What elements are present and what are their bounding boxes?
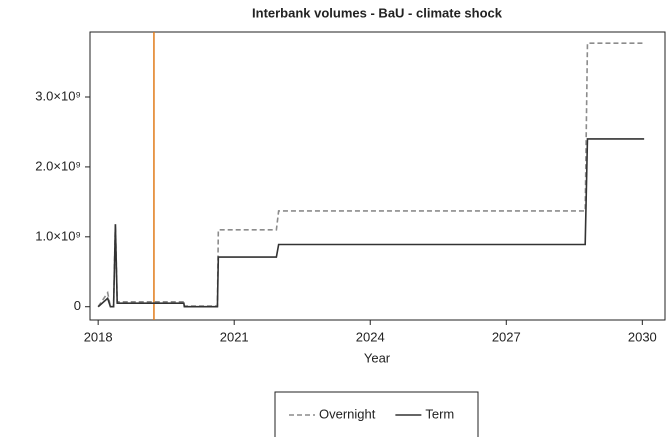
y-tick-label: 3.0×10⁹ bbox=[35, 88, 81, 103]
y-tick-label: 1.0×10⁹ bbox=[35, 228, 81, 243]
chart-title: Interbank volumes - BaU - climate shock bbox=[252, 5, 503, 20]
x-tick-label: 2027 bbox=[492, 329, 521, 344]
x-tick-label: 2024 bbox=[356, 329, 385, 344]
x-tick-label: 2018 bbox=[84, 329, 113, 344]
plot-frame bbox=[89, 31, 666, 321]
y-tick-label: 2.0×10⁹ bbox=[35, 158, 81, 173]
legend-label: Term bbox=[425, 406, 454, 421]
y-tick-label: 0 bbox=[74, 298, 81, 313]
x-axis-label: Year bbox=[364, 350, 391, 365]
legend-box bbox=[274, 391, 479, 437]
x-tick-label: 2030 bbox=[628, 329, 657, 344]
x-tick-label: 2021 bbox=[220, 329, 249, 344]
legend-label: Overnight bbox=[319, 406, 376, 421]
series-line bbox=[97, 42, 645, 308]
series-line bbox=[97, 138, 645, 308]
